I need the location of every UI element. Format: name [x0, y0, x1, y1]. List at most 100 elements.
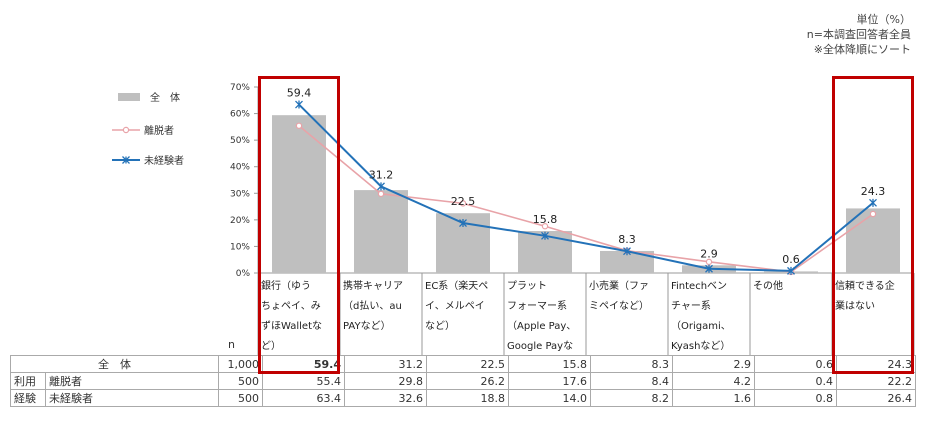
table-cell: 4.2	[672, 372, 755, 390]
table-cell: 8.2	[590, 389, 673, 407]
row-group: 経験	[10, 389, 46, 407]
table-cell: 22.5	[426, 355, 509, 373]
category-label: Fintechベン チャー系 （Origami、 Kyashなど）	[668, 275, 750, 357]
category-label-line: 小売業（ファ	[589, 281, 649, 292]
category-label-line: Fintechベン	[671, 281, 728, 292]
table-cell: 8.3	[590, 355, 673, 373]
table-cell: 15.8	[508, 355, 591, 373]
data-label: 24.3	[861, 185, 886, 198]
y-tick-label: 30%	[230, 189, 250, 199]
y-tick-label: 50%	[230, 136, 250, 146]
legend-label: 未経験者	[144, 154, 184, 167]
point-marker	[541, 223, 549, 230]
table-row: 全 体 1,000 59.4 31.2 22.5 15.8 8.3 2.9 0.6 24.3	[10, 355, 916, 373]
category-label-line: 銀行（ゆう	[261, 281, 311, 292]
category-label-line: Google Payな	[507, 341, 574, 352]
category-label-line: 信頼できる企	[835, 281, 895, 292]
legend-swatch-bar	[118, 93, 140, 101]
category-label-line: など）	[425, 321, 455, 332]
table-cell: 18.8	[426, 389, 509, 407]
point-marker	[377, 182, 385, 191]
table-cell: 17.6	[508, 372, 591, 390]
category-label: 銀行（ゆうちょペイ、み ずほWalletな ど）	[258, 275, 340, 357]
table-cell: 63.4	[262, 389, 345, 407]
row-label: 未経験者	[45, 389, 219, 407]
category-label-line: ずほWalletな	[261, 321, 323, 332]
category-label-line: 携帯キャリア	[343, 281, 403, 292]
row-label: 全 体	[10, 355, 219, 373]
table-cell: 32.6	[344, 389, 427, 407]
y-tick-label: 10%	[230, 242, 250, 252]
table-cell: 0.4	[754, 372, 837, 390]
table-cell: 55.4	[262, 372, 345, 390]
data-label: 59.4	[287, 87, 312, 100]
row-n: 1,000	[218, 355, 263, 373]
point-marker	[295, 122, 303, 129]
n-header: n	[228, 338, 235, 351]
point-marker	[459, 219, 467, 228]
data-label: 8.3	[618, 233, 636, 246]
category-label-line: その他	[753, 281, 783, 292]
table-cell: 31.2	[344, 355, 427, 373]
highlight-box	[258, 76, 340, 374]
table-cell: 26.2	[426, 372, 509, 390]
table-cell: 8.4	[590, 372, 673, 390]
legend-label: 離脱者	[144, 124, 174, 137]
bar	[846, 208, 900, 273]
table-row: 利用 離脱者 500 55.4 29.8 26.2 17.6 8.4 4.2 0.4 22.2	[10, 372, 916, 390]
row-n: 500	[218, 389, 263, 407]
legend-marker	[122, 126, 130, 134]
category-label-line: チャー系	[671, 301, 711, 312]
point-marker	[623, 247, 631, 256]
unit-note: 単位（%）	[856, 13, 911, 26]
bar	[354, 190, 408, 273]
table-cell: 1.6	[672, 389, 755, 407]
category-label-line: PAYなど）	[343, 321, 391, 332]
table-row: 経験 未経験者 500 63.4 32.6 18.8 14.0 8.2 1.6 0.8 26.4	[10, 389, 916, 407]
category-label: EC系（楽天ペ イ、メルペイ など）	[422, 275, 504, 337]
bar	[600, 250, 654, 273]
point-marker	[541, 231, 549, 240]
highlight-box	[832, 76, 914, 374]
category-label-line: フォーマー系	[507, 301, 567, 312]
category-label-line: プラット	[507, 281, 547, 292]
data-label: 22.5	[451, 195, 476, 208]
point-marker	[705, 258, 713, 266]
category-label-line: （Apple Pay、	[507, 321, 577, 332]
category-label: 信頼できる企 業はない	[832, 275, 914, 317]
data-label: 15.8	[533, 213, 558, 226]
category-label-line: （d払い、au	[343, 301, 402, 312]
category-label-line: ちょペイ、み	[261, 301, 321, 312]
category-label-line: ど）	[261, 341, 281, 352]
category-label: 携帯キャリア （d払い、au PAYなど）	[340, 275, 422, 337]
row-group: 利用	[10, 372, 46, 390]
row-n: 500	[218, 372, 263, 390]
series-line	[298, 103, 874, 272]
y-tick-label: 20%	[230, 216, 250, 226]
row-label: 離脱者	[45, 372, 219, 390]
table-cell: 29.8	[344, 372, 427, 390]
table-cell: 22.2	[836, 372, 916, 390]
y-tick-label: 70%	[230, 83, 250, 93]
category-label-line: （Origami、	[671, 321, 731, 332]
table-cell: 2.9	[672, 355, 755, 373]
category-label: その他	[750, 275, 832, 297]
category-label-line: EC系（楽天ペ	[425, 281, 489, 292]
notes: 単位（%） n=本調査回答者全員 ※全体降順にソート	[807, 12, 911, 57]
point-marker	[459, 200, 467, 207]
category-label-line: イ、メルペイ	[425, 301, 485, 312]
point-marker	[869, 210, 877, 218]
y-tick-label: 0%	[236, 269, 251, 279]
data-label: 2.9	[700, 247, 718, 260]
table-cell: 14.0	[508, 389, 591, 407]
data-table: 全 体 1,000 59.4 31.2 22.5 15.8 8.3 2.9 0.6 24.3 利用離…	[10, 355, 916, 407]
category-label-line: 業はない	[835, 301, 875, 312]
data-label: 31.2	[369, 168, 394, 181]
y-tick-label: 60%	[230, 110, 250, 120]
point-marker	[787, 266, 795, 275]
category-label: 小売業（ファ ミペイなど）	[586, 275, 668, 317]
legend-marker	[122, 156, 130, 164]
point-marker	[377, 190, 385, 198]
table-cell: 0.6	[754, 355, 837, 373]
